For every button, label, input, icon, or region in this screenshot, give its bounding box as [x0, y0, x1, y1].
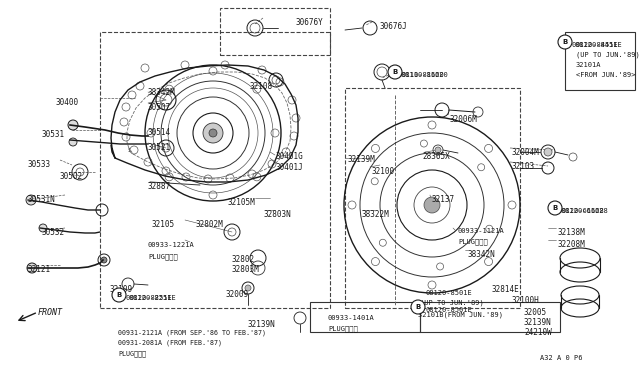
Text: 32103: 32103 [512, 162, 535, 171]
Text: 00933-1401A: 00933-1401A [328, 315, 375, 321]
Text: 30514: 30514 [148, 128, 171, 137]
Text: A32 A 0 P6: A32 A 0 P6 [540, 355, 582, 361]
Text: 08110-81620: 08110-81620 [398, 72, 445, 78]
Circle shape [101, 257, 107, 263]
Text: 30521: 30521 [148, 143, 171, 152]
Text: 00933-1121A: 00933-1121A [458, 228, 505, 234]
Circle shape [435, 147, 441, 153]
Text: 08120-8251E: 08120-8251E [130, 295, 177, 301]
Bar [345, 88, 520, 308]
Text: B: B [392, 69, 397, 75]
Text: 30401G: 30401G [276, 152, 304, 161]
Text: PLUGプラグ: PLUGプラグ [148, 253, 178, 260]
Text: 32121: 32121 [28, 265, 51, 274]
Text: 08110-81620: 08110-81620 [402, 72, 449, 78]
Text: 32005: 32005 [524, 308, 547, 317]
Text: B: B [552, 205, 557, 211]
Circle shape [39, 224, 47, 232]
Circle shape [27, 263, 37, 273]
Text: 32105M: 32105M [228, 198, 256, 207]
Text: B: B [563, 39, 568, 45]
Text: 32139N: 32139N [524, 318, 552, 327]
Bar [310, 302, 420, 332]
Text: 32100H: 32100H [512, 296, 540, 305]
Text: 32814E: 32814E [492, 285, 520, 294]
Text: 32100: 32100 [372, 167, 395, 176]
Circle shape [68, 120, 78, 130]
Text: 32137: 32137 [432, 195, 455, 204]
Text: 32208M: 32208M [558, 240, 586, 249]
Text: PLUGプラグ: PLUGプラグ [328, 325, 358, 331]
Text: 32803M: 32803M [232, 265, 260, 274]
Text: PLUGプラグ: PLUGプラグ [458, 238, 488, 245]
Text: 32009: 32009 [226, 290, 249, 299]
Text: 32109: 32109 [110, 285, 133, 294]
Circle shape [112, 288, 126, 302]
Bar [100, 32, 330, 308]
Text: (UP TO JUN.'89): (UP TO JUN.'89) [420, 300, 484, 307]
Text: 38322M: 38322M [362, 210, 390, 219]
Text: 32802M: 32802M [195, 220, 223, 229]
Text: <FROM JUN.'89>: <FROM JUN.'89> [576, 72, 636, 78]
Circle shape [26, 195, 36, 205]
Text: B: B [415, 304, 420, 310]
Text: 30401J: 30401J [276, 163, 304, 172]
Text: 08120-8501E: 08120-8501E [425, 307, 472, 313]
Bar [420, 302, 560, 332]
Text: B: B [116, 292, 122, 298]
Text: 30531: 30531 [42, 130, 65, 139]
Text: 32006M: 32006M [450, 115, 477, 124]
Text: 32139N: 32139N [248, 320, 276, 329]
Text: 28365X: 28365X [422, 152, 450, 161]
Circle shape [203, 123, 223, 143]
Circle shape [69, 138, 77, 146]
Text: 08120-8501E: 08120-8501E [426, 290, 473, 296]
Text: 24210W: 24210W [524, 328, 552, 337]
Text: 08120-61628: 08120-61628 [562, 208, 609, 214]
Text: 30400: 30400 [55, 98, 78, 107]
Text: 32138M: 32138M [558, 228, 586, 237]
Text: 30676Y: 30676Y [295, 18, 323, 27]
Bar [220, 8, 330, 55]
Text: 30531N: 30531N [28, 195, 56, 204]
Bar [565, 32, 635, 90]
Text: 30533: 30533 [28, 160, 51, 169]
Text: 30532: 30532 [42, 228, 65, 237]
Text: 08120-8251E: 08120-8251E [126, 295, 173, 301]
Circle shape [424, 197, 440, 213]
Circle shape [411, 300, 425, 314]
Text: 00933-1221A: 00933-1221A [148, 242, 195, 248]
Text: 32139M: 32139M [348, 155, 376, 164]
Circle shape [388, 65, 402, 79]
Circle shape [558, 35, 572, 49]
Text: 38342M: 38342M [148, 88, 176, 97]
Text: 32803N: 32803N [264, 210, 292, 219]
Text: 08120-8451E: 08120-8451E [576, 42, 623, 48]
Circle shape [209, 129, 217, 137]
Text: 32802: 32802 [232, 255, 255, 264]
Text: 30502: 30502 [60, 172, 83, 181]
Text: FRONT: FRONT [38, 308, 63, 317]
Text: 32108: 32108 [250, 82, 273, 91]
Text: 38342N: 38342N [468, 250, 496, 259]
Text: (UP TO JUN.'89): (UP TO JUN.'89) [576, 52, 640, 58]
Text: PLUGプラグ: PLUGプラグ [118, 350, 146, 357]
Text: 00931-2081A (FROM FEB.'87): 00931-2081A (FROM FEB.'87) [118, 340, 222, 346]
Text: 30676J: 30676J [380, 22, 408, 31]
Text: 30507: 30507 [148, 103, 171, 112]
Text: 32105: 32105 [152, 220, 175, 229]
Circle shape [544, 148, 552, 156]
Circle shape [548, 201, 562, 215]
Text: 32887: 32887 [148, 182, 171, 191]
Text: 08120-8451E: 08120-8451E [572, 42, 619, 48]
Text: 32004M: 32004M [512, 148, 540, 157]
Text: 32101A: 32101A [576, 62, 602, 68]
Text: 00931-2121A (FROM SEP.'86 TO FEB.'87): 00931-2121A (FROM SEP.'86 TO FEB.'87) [118, 330, 266, 337]
Text: 32101B(FROM JUN.'89): 32101B(FROM JUN.'89) [418, 312, 503, 318]
Text: 08120-61628: 08120-61628 [558, 208, 605, 214]
Circle shape [245, 285, 251, 291]
